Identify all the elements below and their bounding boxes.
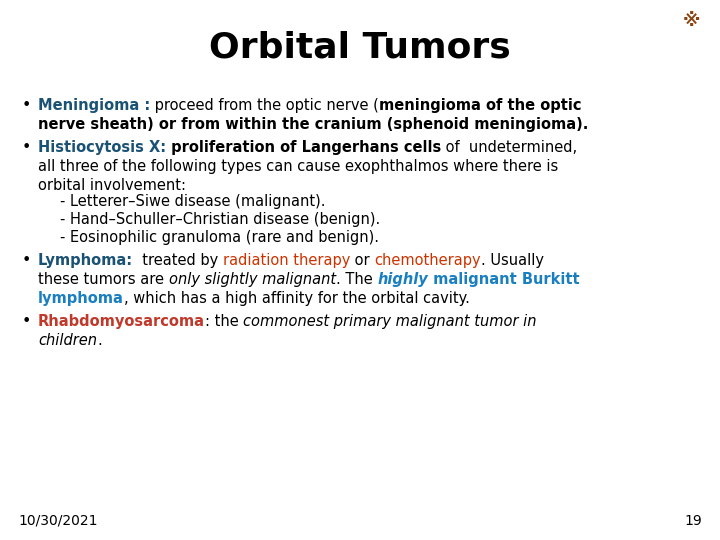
Text: Meningioma :: Meningioma : [38,98,150,113]
Text: - Hand–Schuller–Christian disease (benign).: - Hand–Schuller–Christian disease (benig… [60,212,380,227]
Text: chemotherapy: chemotherapy [374,253,481,268]
Text: proliferation of Langerhans cells: proliferation of Langerhans cells [166,140,441,155]
Text: all three of the following types can cause exophthalmos where there is: all three of the following types can cau… [38,159,558,174]
Text: commonest primary malignant tumor in: commonest primary malignant tumor in [243,314,537,329]
Text: •: • [22,314,32,329]
Text: - Eosinophilic granuloma (rare and benign).: - Eosinophilic granuloma (rare and benig… [60,230,379,245]
Text: children: children [38,333,97,348]
Text: malignant Burkitt: malignant Burkitt [428,272,580,287]
Text: these tumors are: these tumors are [38,272,168,287]
Text: radiation therapy: radiation therapy [223,253,351,268]
Text: lymphoma: lymphoma [38,291,124,306]
Text: only slightly malignant: only slightly malignant [168,272,336,287]
Text: treated by: treated by [133,253,223,268]
Text: : the: : the [205,314,243,329]
Text: or: or [351,253,374,268]
Text: 19: 19 [684,514,702,528]
Text: meningioma of the optic: meningioma of the optic [379,98,582,113]
Text: •: • [22,253,32,268]
Text: . Usually: . Usually [481,253,544,268]
Text: Lymphoma:: Lymphoma: [38,253,133,268]
Text: proceed from the optic nerve (: proceed from the optic nerve ( [150,98,379,113]
Text: of  undetermined,: of undetermined, [441,140,577,155]
Text: , which has a high affinity for the orbital cavity.: , which has a high affinity for the orbi… [124,291,469,306]
Text: .: . [97,333,102,348]
Text: Orbital Tumors: Orbital Tumors [209,30,511,64]
Text: highly: highly [377,272,428,287]
Text: 10/30/2021: 10/30/2021 [18,514,97,528]
Text: nerve sheath) or from within the cranium (sphenoid meningioma).: nerve sheath) or from within the cranium… [38,117,588,132]
Text: - Letterer–Siwe disease (malignant).: - Letterer–Siwe disease (malignant). [60,194,325,209]
Text: •: • [22,140,32,155]
Text: . The: . The [336,272,377,287]
Text: orbital involvement:: orbital involvement: [38,178,186,193]
Text: Rhabdomyosarcoma: Rhabdomyosarcoma [38,314,205,329]
Text: ※: ※ [683,12,700,30]
Text: •: • [22,98,32,113]
Text: Histiocytosis X:: Histiocytosis X: [38,140,166,155]
